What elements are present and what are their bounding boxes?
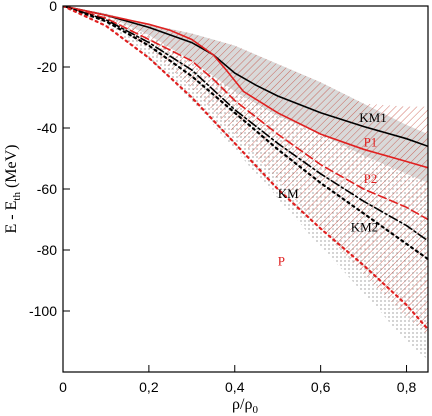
annotation-layer: KM1 P1 P2 KM KM2 P: [278, 110, 387, 268]
y-tick-label: -20: [37, 59, 57, 75]
x-tick-label: 0: [59, 379, 67, 395]
curve-label-p1: P1: [364, 134, 378, 149]
series-layer: [63, 6, 428, 331]
tick-layer: 0 0,2 0,4 0,6 0,8 0 -20 -40 -60 -80 -100: [29, 0, 417, 395]
bands-layer: [63, 6, 428, 360]
x-axis-label: ρ/ρ0: [232, 396, 258, 416]
y-axis-label: E - Eth (MeV): [3, 145, 23, 234]
band-gray-dots-2: [63, 6, 428, 360]
y-tick-label: 0: [49, 0, 57, 14]
curve-label-km: KM: [278, 186, 299, 201]
x-tick-label: 0,6: [311, 379, 331, 395]
curve-label-p: P: [278, 253, 285, 268]
x-tick-label: 0,2: [139, 379, 159, 395]
y-tick-label: -60: [37, 181, 57, 197]
series-line-p1: [63, 6, 428, 169]
y-tick-label: -40: [37, 120, 57, 136]
x-tick-label: 0,8: [397, 379, 417, 395]
series-line-km2: [63, 6, 428, 242]
series-line-p2: [63, 6, 428, 221]
x-tick-label: 0,4: [225, 379, 245, 395]
curve-label-p2: P2: [364, 171, 378, 186]
y-tick-label: -80: [37, 242, 57, 258]
curve-label-km1: KM1: [359, 110, 386, 125]
curve-label-km2: KM2: [351, 220, 378, 235]
series-line-km1: [63, 6, 428, 148]
series-line-p: [63, 6, 428, 331]
y-tick-label: -100: [29, 303, 57, 319]
